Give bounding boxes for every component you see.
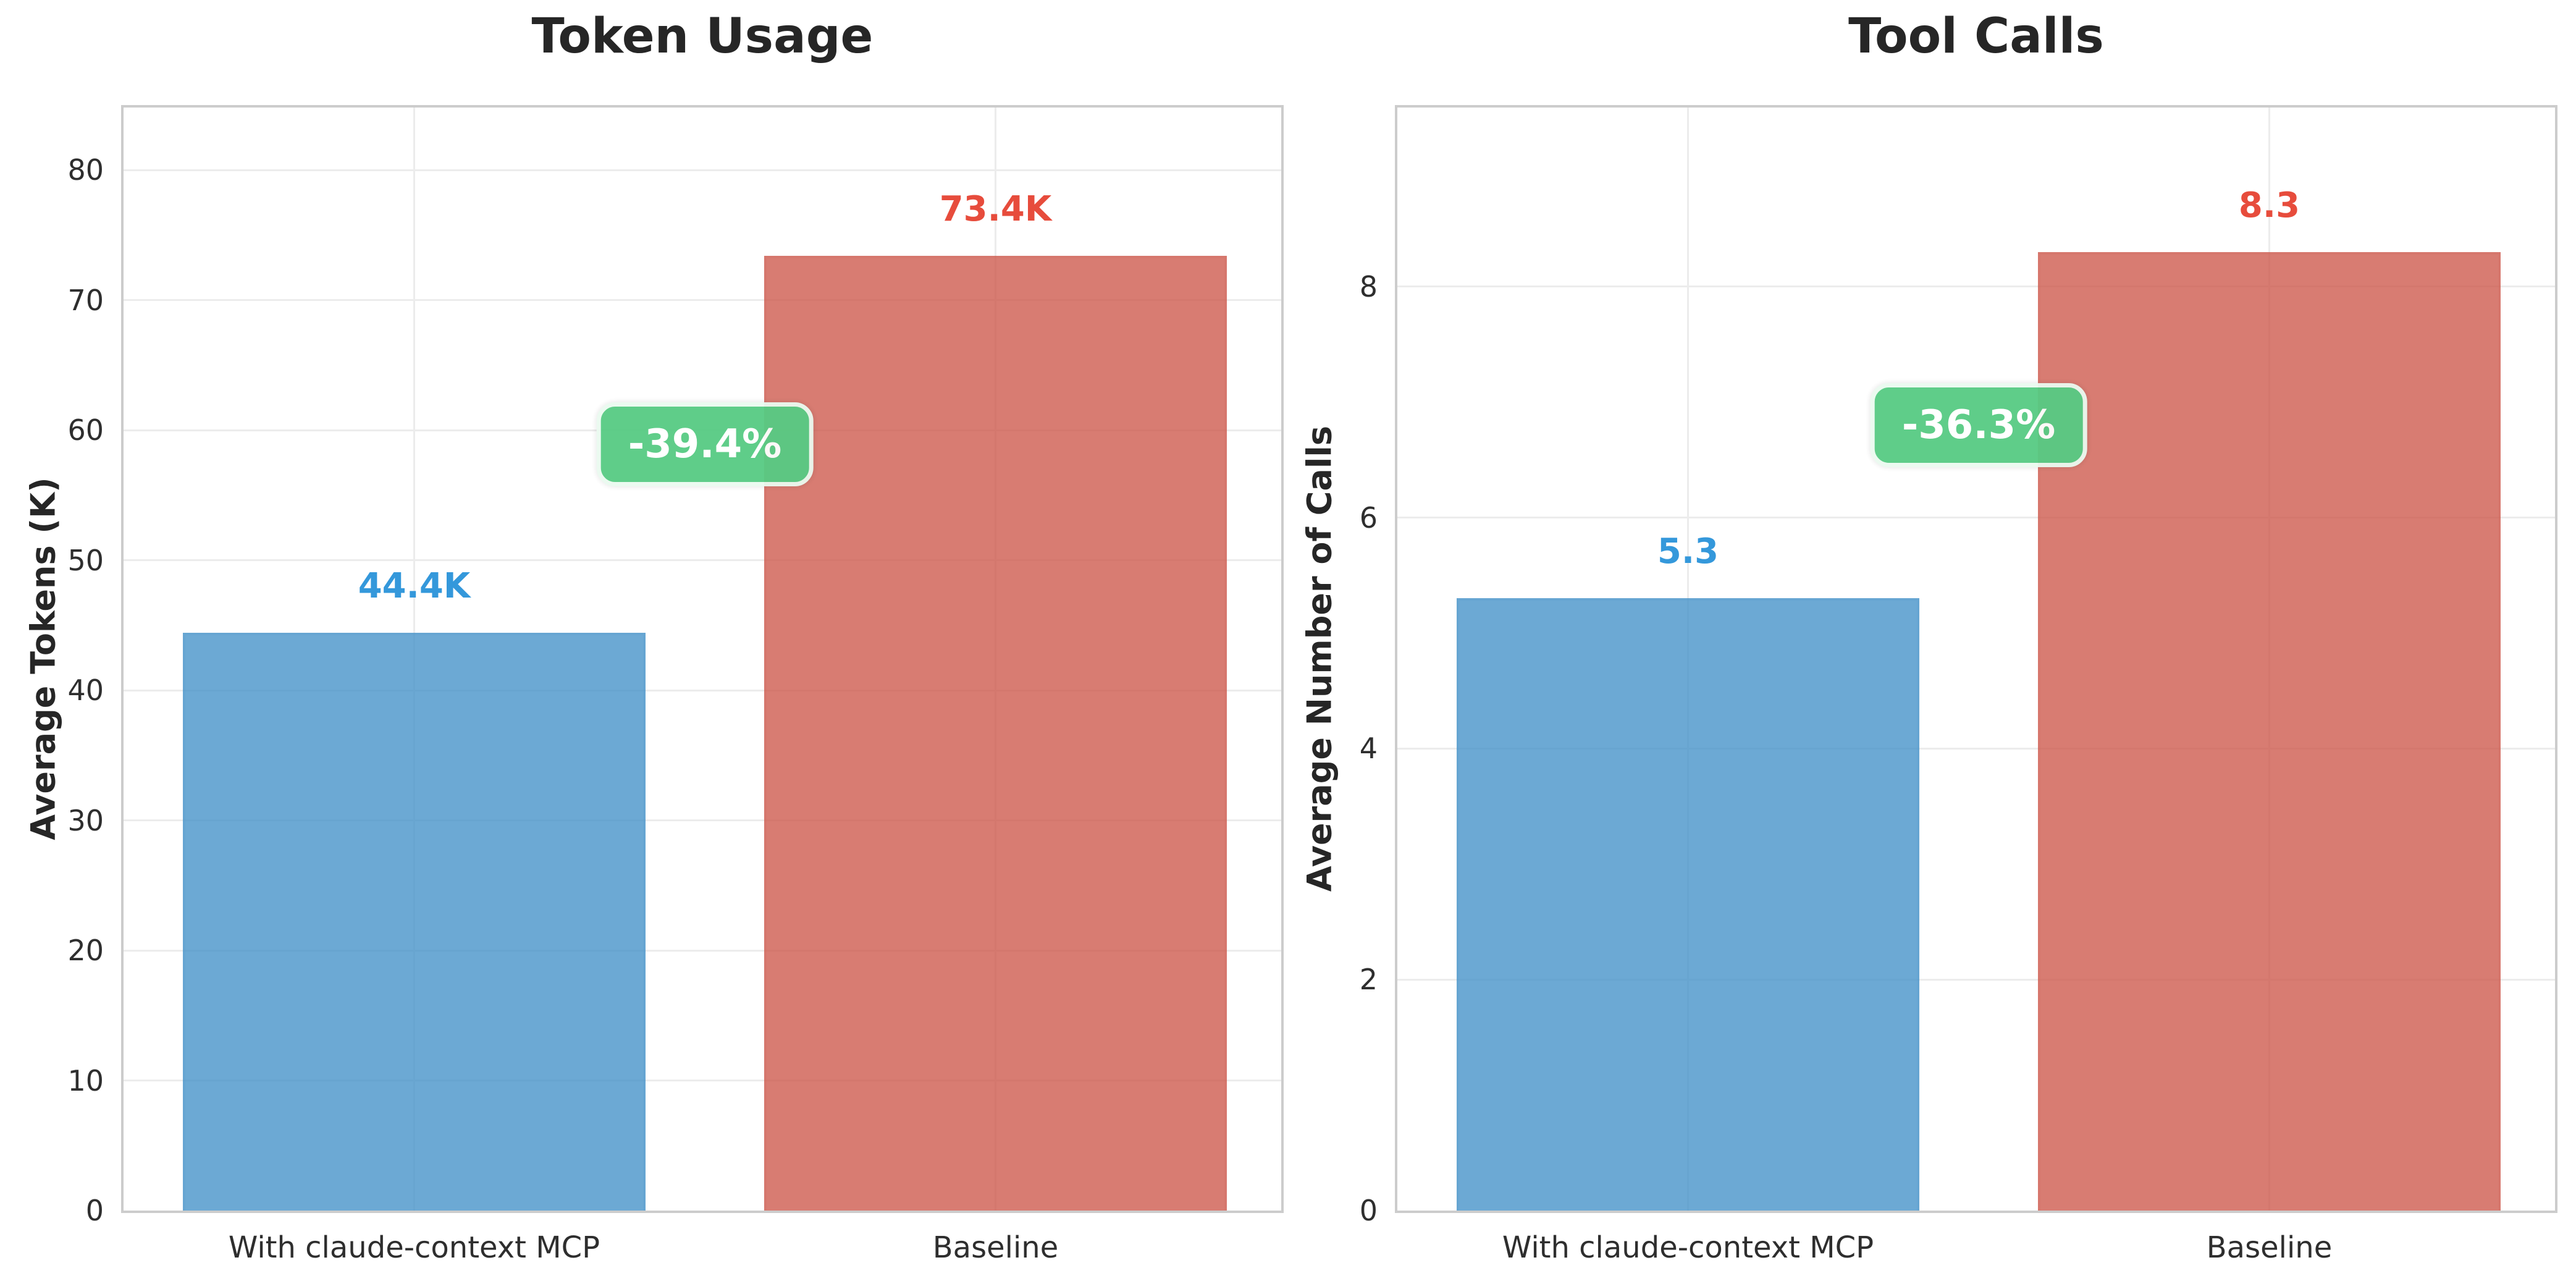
x-category-label: With claude-context MCP — [228, 1230, 600, 1265]
y-tick-label: 50 — [67, 543, 104, 577]
y-tick-label: 70 — [67, 283, 104, 317]
y-tick-label: 6 — [1359, 501, 1378, 535]
plot-area: 0 10 20 30 40 50 60 70 80 44.4K With claude-contex… — [67, 105, 1284, 1265]
grid-line-horizontal — [124, 949, 1281, 952]
chart-title: Token Usage — [531, 9, 873, 64]
grid-line-horizontal — [124, 819, 1281, 821]
bar-blue — [182, 633, 646, 1211]
reduction-badge: -39.4% — [596, 402, 814, 487]
x-category-label: With claude-context MCP — [1502, 1230, 1874, 1265]
grid-line-horizontal — [1397, 517, 2555, 519]
grid-line-horizontal — [124, 1080, 1281, 1081]
bar-blue — [1456, 598, 1919, 1211]
y-tick-label: 30 — [67, 803, 104, 837]
y-tick-label: 4 — [1359, 732, 1378, 766]
y-tick-label: 20 — [67, 934, 104, 967]
bar-value-label: 5.3 — [1657, 531, 1719, 572]
y-axis-label: Average Number of Calls — [1300, 425, 1339, 892]
y-axis-label: Average Tokens (K) — [23, 477, 63, 840]
grid-line-horizontal — [124, 559, 1281, 562]
bar-value-label: 73.4K — [939, 188, 1052, 229]
bar-red — [764, 255, 1227, 1211]
reduction-badge: -36.3% — [1870, 383, 2087, 467]
y-tick-label: 0 — [85, 1194, 104, 1227]
chart-title: Tool Calls — [1848, 9, 2104, 64]
grid-line-horizontal — [1397, 978, 2555, 981]
y-tick-label: 60 — [67, 413, 104, 447]
y-tick-label: 0 — [1359, 1194, 1378, 1227]
bar-red — [2037, 252, 2501, 1211]
y-tick-label: 10 — [67, 1063, 104, 1097]
x-category-label: Baseline — [932, 1230, 1059, 1265]
grid-line-horizontal — [124, 299, 1281, 302]
bar-value-label: 8.3 — [2238, 185, 2300, 226]
y-tick-label: 8 — [1359, 269, 1378, 303]
grid-line-horizontal — [124, 169, 1281, 171]
grid-line-horizontal — [124, 689, 1281, 691]
grid-line-horizontal — [1397, 285, 2555, 288]
bar-value-label: 44.4K — [358, 566, 471, 607]
grid-line-horizontal — [1397, 747, 2555, 750]
y-tick-label: 40 — [67, 674, 104, 708]
plot-area: 0 2 4 6 8 5.3 With claude-context MCP 8.3 Baseli… — [1360, 105, 2557, 1265]
x-category-label: Baseline — [2206, 1230, 2333, 1265]
y-tick-label: 80 — [67, 153, 104, 187]
y-tick-label: 2 — [1359, 963, 1378, 997]
